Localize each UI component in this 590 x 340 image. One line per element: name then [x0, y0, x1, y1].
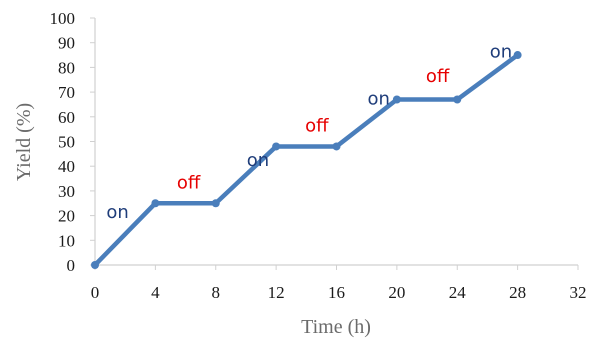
tick-labels: 0 4 8 12 16 20 24 28 32 0 10 20 30 40 50 60 70 80 90 100 — [50, 9, 587, 302]
y-tick-label: 100 — [50, 9, 76, 28]
x-axis-title: Time (h) — [301, 316, 371, 338]
phase-label: on — [106, 202, 128, 223]
x-tick-label: 4 — [151, 283, 160, 302]
x-tick-label: 12 — [268, 283, 285, 302]
phase-label: on — [368, 88, 390, 109]
y-tick-label: 60 — [58, 108, 75, 127]
y-tick-label: 30 — [58, 182, 75, 201]
y-tick-label: 80 — [58, 58, 75, 77]
x-tick-label: 0 — [91, 283, 100, 302]
data-point — [332, 142, 341, 151]
x-tick-label: 8 — [212, 283, 221, 302]
x-tick-label: 16 — [328, 283, 345, 302]
phase-label: off — [426, 66, 450, 87]
y-tick-label: 10 — [58, 231, 75, 250]
phase-label: on — [247, 150, 269, 171]
y-tick-label: 70 — [58, 83, 75, 102]
data-point — [91, 261, 99, 269]
data-point — [272, 142, 281, 151]
data-point — [151, 199, 160, 208]
series-line — [92, 52, 520, 268]
phase-label: on — [490, 42, 512, 63]
x-tick-label: 28 — [509, 283, 526, 302]
x-tick-label: 32 — [570, 283, 587, 302]
y-tick-label: 50 — [58, 133, 75, 152]
data-point — [392, 95, 401, 104]
y-tick-label: 90 — [58, 34, 75, 53]
phase-annotations: on off on off on off on — [106, 42, 512, 224]
phase-label: off — [177, 172, 201, 193]
series — [91, 51, 522, 269]
y-tick-label: 0 — [67, 256, 76, 275]
x-tick-label: 20 — [388, 283, 405, 302]
y-tick-label: 20 — [58, 207, 75, 226]
x-tick-label: 24 — [449, 283, 467, 302]
data-point — [513, 51, 522, 60]
phase-label: off — [305, 116, 329, 137]
data-point — [453, 95, 462, 104]
y-axis-title: Yield (%) — [13, 103, 35, 181]
data-point — [211, 199, 220, 208]
y-tick-label: 40 — [58, 157, 75, 176]
